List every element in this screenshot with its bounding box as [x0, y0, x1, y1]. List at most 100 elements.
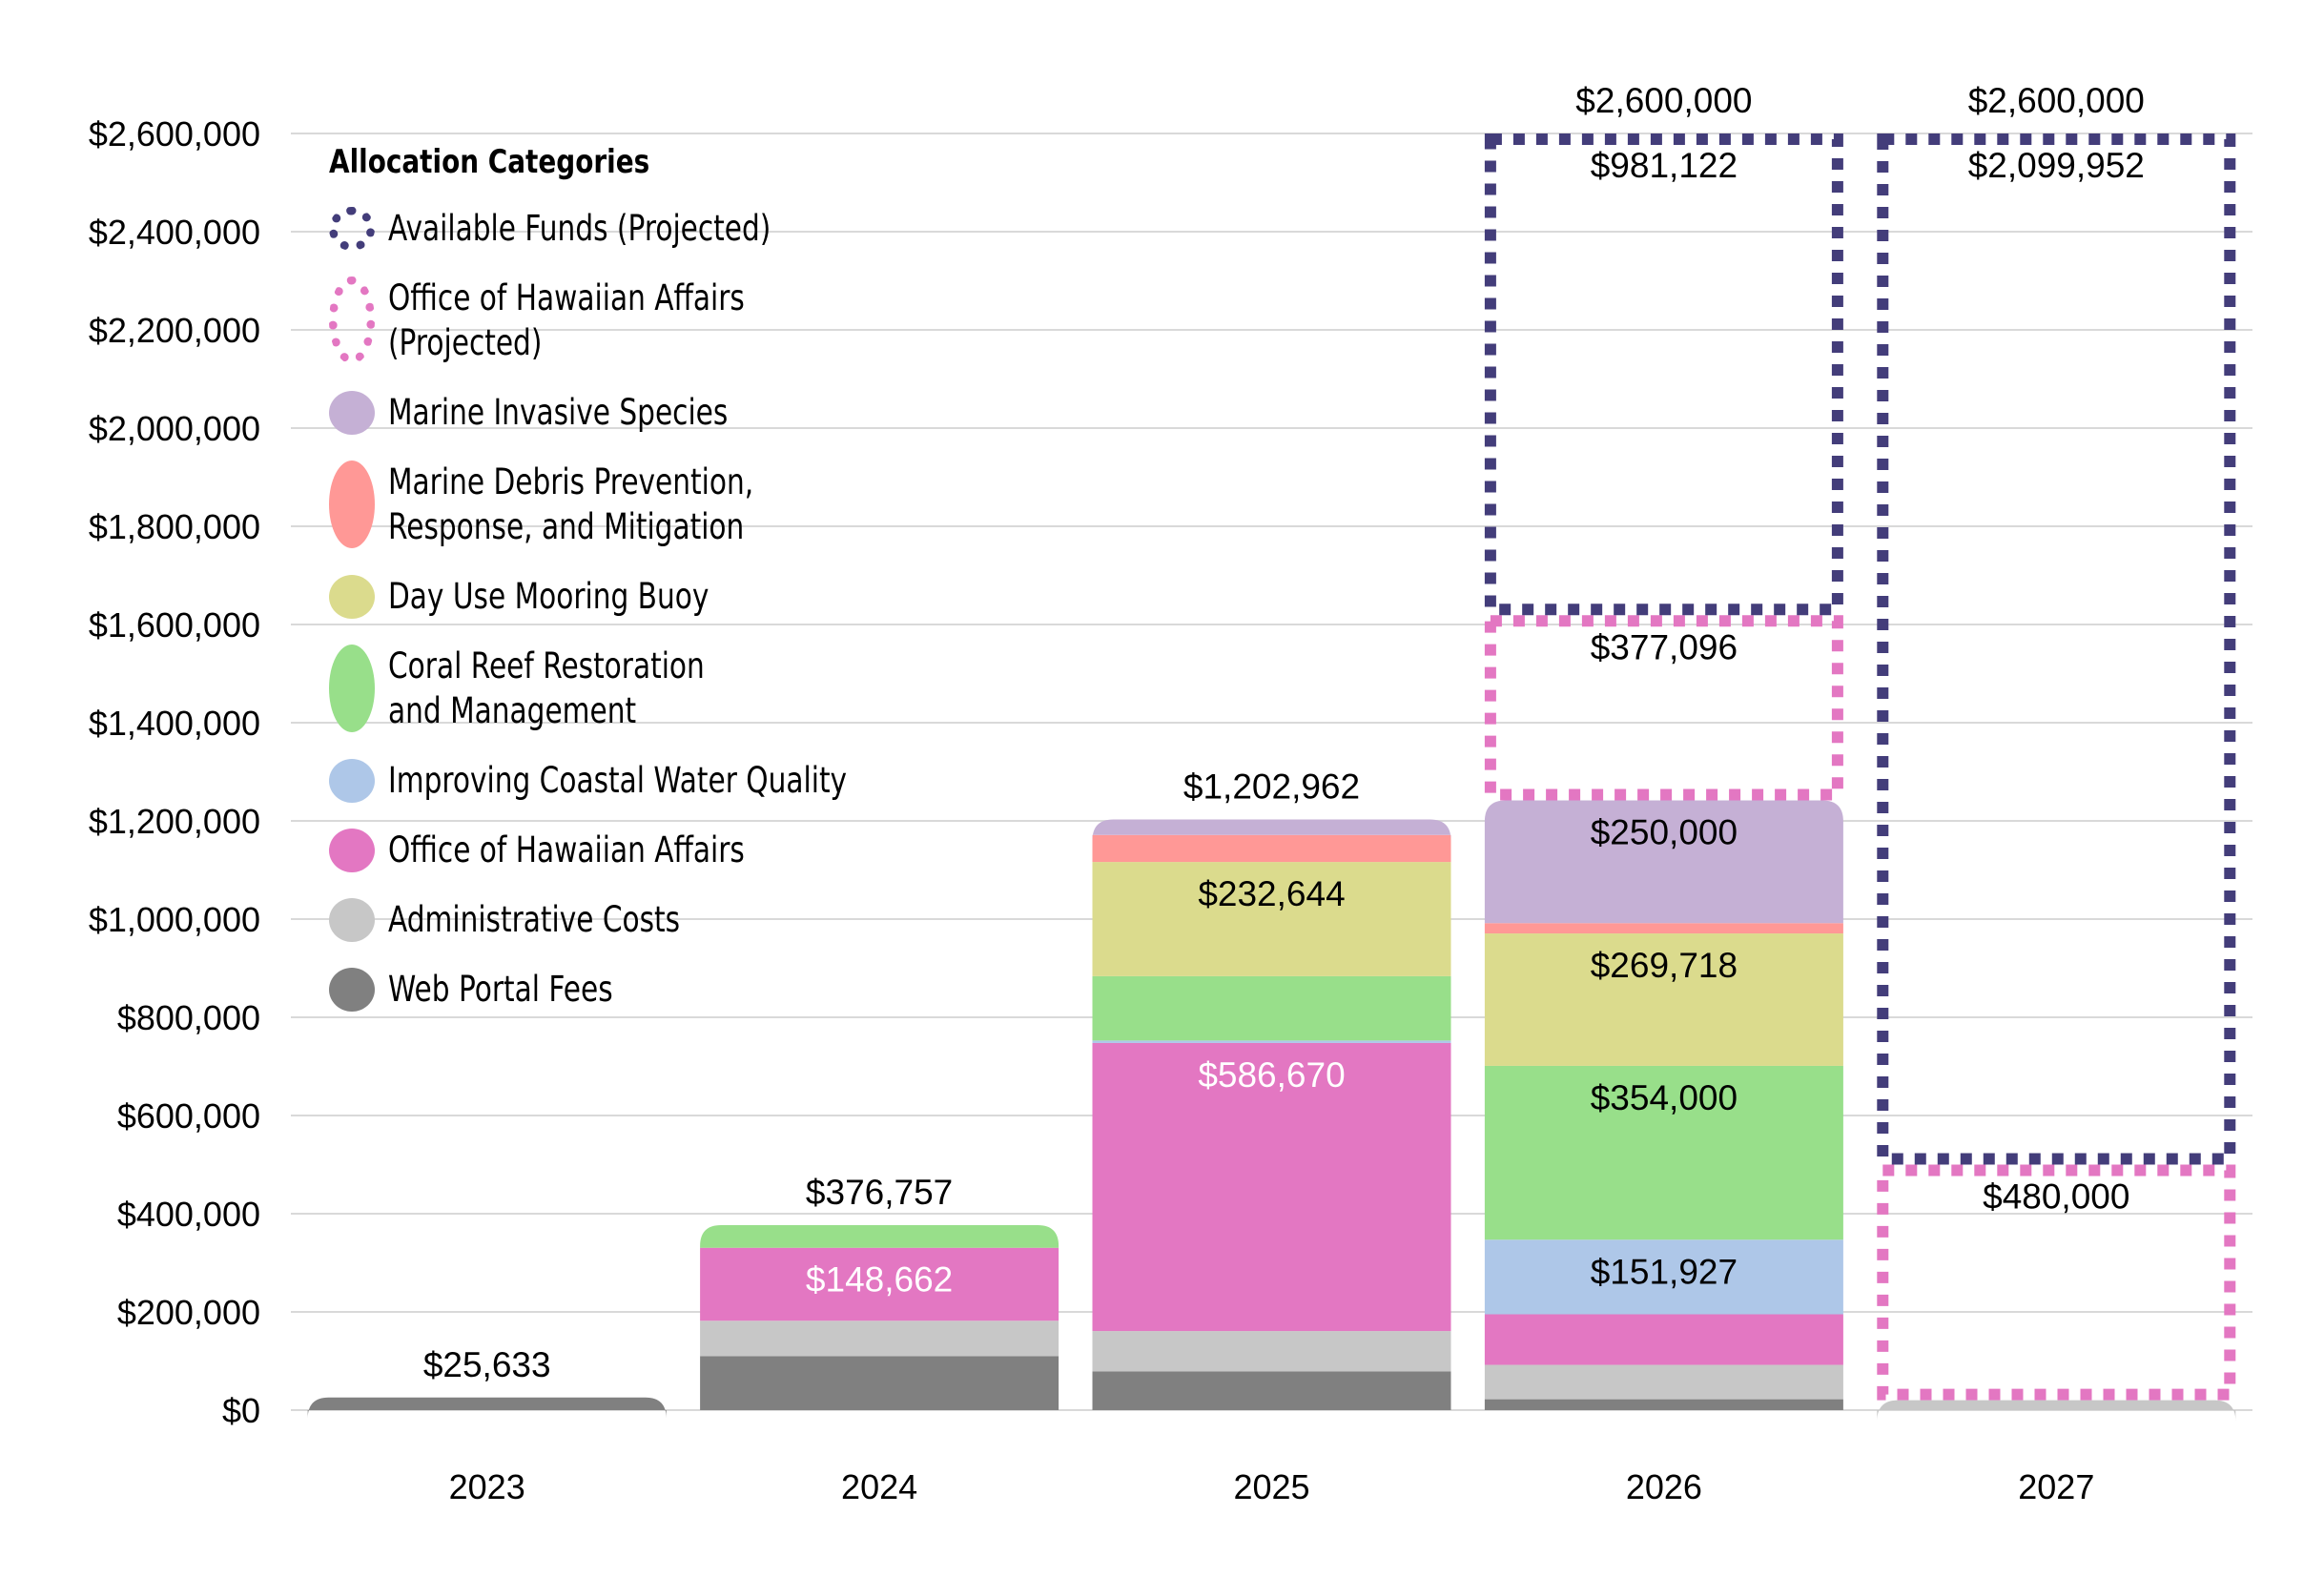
swatch-marine-debris-prevention-response-and-mitigation-icon: [329, 461, 375, 548]
segment-label-office-of-hawaiian-affairs-projected: $377,096: [1591, 627, 1738, 666]
bar-segment-office-of-hawaiian-affairs-projected: [1484, 615, 1843, 801]
legend-label: Available Funds (Projected): [388, 208, 771, 249]
dotted-swatch-available-funds-projected-icon: [329, 206, 375, 251]
legend-label: Marine Debris Prevention, Response, and …: [388, 461, 754, 547]
bar-segment-marine-invasive-species: [1484, 800, 1843, 924]
total-label: $376,757: [806, 1173, 953, 1212]
x-tick-label: 2026: [1626, 1467, 1702, 1506]
bars: $25,633 $148,662 $376,757 $586,670 $232,644 $…: [307, 81, 2236, 1422]
legend-label: Day Use Mooring Buoy: [388, 576, 710, 617]
legend-label: Administrative Costs: [388, 899, 681, 940]
bar-segment-administrative-costs: [1484, 1364, 1843, 1400]
y-tick-label: $1,200,000: [89, 802, 260, 841]
bar-segment-web-portal-fees: [1484, 1399, 1843, 1410]
bar-segment-web-portal-fees: [700, 1356, 1059, 1410]
legend-item-marine-debris-prevention-response-and-mitigation: Marine Debris Prevention, Response, and …: [329, 460, 1056, 549]
y-tick-label: $1,800,000: [89, 507, 260, 546]
y-tick-label: $2,000,000: [89, 409, 260, 448]
bar-segment-web-portal-fees: [1092, 1371, 1451, 1410]
y-tick-label: $0: [222, 1391, 260, 1430]
bar-segment-available-funds-projected: [1877, 133, 2236, 1165]
segment-label-coral-reef-restoration-and-management: $354,000: [1591, 1078, 1738, 1117]
bar-segment-coral-reef-restoration-and-management: [1484, 1065, 1843, 1240]
x-tick-label: 2025: [1233, 1467, 1309, 1506]
swatch-office-of-hawaiian-affairs-icon: [329, 828, 375, 872]
bar-segment-day-use-mooring-buoy: [1092, 862, 1451, 976]
segment-label-office-of-hawaiian-affairs: $148,662: [806, 1260, 953, 1300]
segment-label-day-use-mooring-buoy: $232,644: [1198, 874, 1345, 913]
bar-2026: $151,927 $354,000 $269,718 $250,000 $377,096…: [1484, 81, 1843, 1410]
y-tick-label: $2,600,000: [89, 114, 260, 154]
y-tick-label: $2,400,000: [89, 213, 260, 252]
bar-2027: $480,000 $2,099,952 $2,600,000: [1877, 81, 2236, 1422]
legend-item-coral-reef-restoration-and-management: Coral Reef Restoration and Management: [329, 644, 1056, 733]
segment-label-improving-coastal-water-quality: $151,927: [1591, 1252, 1738, 1291]
bar-segment-coral-reef-restoration-and-management: [700, 1224, 1059, 1248]
swatch-day-use-mooring-buoy-icon: [329, 574, 375, 619]
bar-segment-office-of-hawaiian-affairs: [1092, 1042, 1451, 1332]
bar-segment-coral-reef-restoration-and-management: [1092, 975, 1451, 1041]
bar-segment-office-of-hawaiian-affairs-projected: [1877, 1164, 2236, 1401]
bar-segment-improving-coastal-water-quality: [1484, 1239, 1843, 1315]
y-tick-label: $1,400,000: [89, 704, 260, 743]
bar-segment-day-use-mooring-buoy: [1484, 933, 1843, 1066]
bar-segment-improving-coastal-water-quality: [1092, 1040, 1451, 1043]
segment-label-day-use-mooring-buoy: $269,718: [1591, 946, 1738, 985]
x-tick-label: 2024: [841, 1467, 917, 1506]
legend-label: Office of Hawaiian Affairs (Projected): [388, 277, 745, 363]
swatch-administrative-costs-icon: [329, 897, 375, 942]
swatch-marine-invasive-species-icon: [329, 390, 375, 435]
legend-item-administrative-costs: Administrative Costs: [329, 897, 1056, 942]
legend-label: Coral Reef Restoration and Management: [388, 645, 705, 731]
legend-item-office-of-hawaiian-affairs-projected: Office of Hawaiian Affairs (Projected): [329, 276, 1056, 365]
legend: Allocation Categories Available Funds (P…: [329, 143, 1056, 1036]
y-tick-label: $400,000: [117, 1195, 260, 1234]
swatch-web-portal-fees-icon: [329, 967, 375, 1012]
legend-label: Improving Coastal Water Quality: [388, 760, 848, 801]
legend-items: Available Funds (Projected) Office of Haw…: [329, 206, 1056, 1012]
swatch-improving-coastal-water-quality-icon: [329, 758, 375, 803]
segment-label-available-funds-projected: $981,122: [1591, 146, 1738, 185]
y-tick-label: $600,000: [117, 1096, 260, 1136]
bar-segment-marine-invasive-species: [1092, 819, 1451, 841]
total-label: $1,202,962: [1183, 767, 1360, 806]
total-label: $2,600,000: [1575, 81, 1752, 120]
segment-label-office-of-hawaiian-affairs: $586,670: [1198, 1055, 1345, 1095]
x-tick-label: 2023: [449, 1467, 525, 1506]
dotted-swatch-office-of-hawaiian-affairs-projected-icon: [329, 276, 375, 364]
y-tick-label: $2,200,000: [89, 311, 260, 350]
bar-segment-office-of-hawaiian-affairs: [1484, 1314, 1843, 1365]
legend-item-available-funds-projected: Available Funds (Projected): [329, 206, 1056, 251]
bar-segment-administrative-costs: [1877, 1400, 2236, 1422]
y-tick-label: $1,600,000: [89, 605, 260, 645]
bar-segment-administrative-costs: [1092, 1331, 1451, 1372]
y-tick-label: $800,000: [117, 998, 260, 1037]
y-tick-label: $1,000,000: [89, 900, 260, 939]
y-axis: $0 $200,000 $400,000 $600,000 $800,000 $1,000…: [89, 114, 260, 1430]
total-label: $2,600,000: [1968, 81, 2145, 120]
total-label: $25,633: [423, 1345, 551, 1384]
legend-item-office-of-hawaiian-affairs: Office of Hawaiian Affairs: [329, 828, 1056, 872]
bar-2024: $148,662 $376,757: [700, 1173, 1059, 1410]
segment-label-available-funds-projected: $2,099,952: [1968, 146, 2145, 185]
legend-label: Office of Hawaiian Affairs: [388, 829, 745, 870]
legend-item-day-use-mooring-buoy: Day Use Mooring Buoy: [329, 574, 1056, 619]
bar-segment-web-portal-fees: [307, 1397, 667, 1419]
legend-label: Marine Invasive Species: [388, 392, 729, 433]
y-tick-label: $200,000: [117, 1293, 260, 1332]
swatch-coral-reef-restoration-and-management-icon: [329, 645, 375, 732]
bar-2023: $25,633: [307, 1345, 667, 1419]
x-tick-label: 2027: [2018, 1467, 2094, 1506]
bar-segment-office-of-hawaiian-affairs: [700, 1247, 1059, 1321]
x-axis: 2023 2024 2025 2026 2027: [449, 1467, 2095, 1506]
legend-title: Allocation Categories: [329, 143, 650, 181]
segment-label-office-of-hawaiian-affairs-projected: $480,000: [1983, 1177, 2129, 1216]
bar-segment-available-funds-projected: [1484, 133, 1843, 616]
bar-segment-marine-debris-prevention-response-and-mitigation: [1092, 834, 1451, 863]
bar-segment-administrative-costs: [700, 1320, 1059, 1357]
legend-item-improving-coastal-water-quality: Improving Coastal Water Quality: [329, 758, 1056, 803]
segment-label-marine-invasive-species: $250,000: [1591, 812, 1738, 851]
legend-item-marine-invasive-species: Marine Invasive Species: [329, 390, 1056, 435]
bar-segment-marine-debris-prevention-response-and-mitigation: [1484, 923, 1843, 934]
